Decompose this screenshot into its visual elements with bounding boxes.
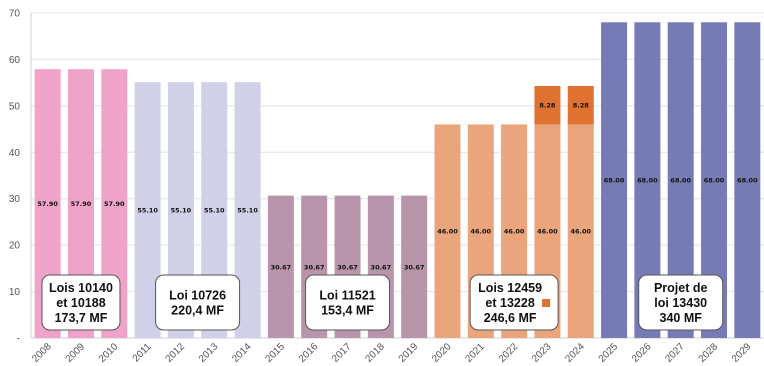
bar-value-label: 30.67 <box>337 263 358 271</box>
bar-value-label: 30.67 <box>371 263 392 271</box>
x-tick-label: 2017 <box>330 341 354 365</box>
y-tick-label: 50 <box>9 101 21 112</box>
y-tick-label: 20 <box>9 241 21 252</box>
annotation-line: 220,4 MF <box>171 304 224 318</box>
period-annotation-box <box>469 274 559 331</box>
period-annotation-box <box>41 274 121 331</box>
bar-top-2024 <box>567 85 594 125</box>
annotation-line: Loi 10726 <box>169 289 226 303</box>
y-tick-label: - <box>17 334 20 345</box>
bar-value-label: 68.00 <box>704 177 725 185</box>
bar-2025 <box>601 22 628 339</box>
x-tick-label: 2018 <box>363 341 387 365</box>
y-tick-label: 30 <box>9 194 21 205</box>
annotation-line: 173,7 MF <box>55 311 108 325</box>
bar-value-label: 46.00 <box>570 228 591 236</box>
bar-value-label: 68.00 <box>737 177 758 185</box>
x-tick-label: 2010 <box>97 341 121 365</box>
bar-2020 <box>434 124 461 338</box>
bar-value-label: 55.10 <box>137 207 158 215</box>
bar-2029 <box>734 22 761 339</box>
bar-value-label: 46.00 <box>537 228 558 236</box>
x-tick-label: 2009 <box>64 341 88 365</box>
x-tick-label: 2013 <box>197 341 221 365</box>
annotation-line: Projet de <box>654 281 708 295</box>
bar-value-label: 68.00 <box>637 177 658 185</box>
period-annotation-box <box>155 274 241 331</box>
x-tick-label: 2016 <box>297 341 321 365</box>
legend-marker <box>542 299 551 307</box>
y-tick-label: 60 <box>9 55 21 66</box>
x-tick-label: 2026 <box>630 341 654 365</box>
x-tick-label: 2025 <box>597 341 621 365</box>
x-tick-label: 2011 <box>131 341 154 364</box>
bar-value-label: 46.00 <box>471 228 492 236</box>
annotation-line: et 13228 <box>485 296 534 310</box>
x-tick-label: 2014 <box>230 341 254 365</box>
x-tick-label: 2008 <box>30 341 54 365</box>
bar-value-label: 68.00 <box>604 177 625 185</box>
period-annotation-box <box>305 274 391 331</box>
y-tick-label: 40 <box>9 148 21 159</box>
x-tick-label: 2015 <box>263 341 287 365</box>
x-tick-label: 2022 <box>497 341 521 365</box>
bar-top-value-label: 8.28 <box>539 102 556 110</box>
annotation-line: 246,6 MF <box>484 311 537 325</box>
bar-top-value-label: 8.28 <box>573 102 590 110</box>
bar-value-label: 30.67 <box>404 263 425 271</box>
x-tick-label: 2024 <box>563 341 587 365</box>
bar-value-label: 57.90 <box>104 200 125 208</box>
x-tick-label: 2012 <box>164 341 188 365</box>
x-tick-label: 2027 <box>663 341 687 365</box>
bar-value-label: 68.00 <box>670 177 691 185</box>
bar-value-label: 46.00 <box>437 228 458 236</box>
annotation-line: Loi 11521 <box>319 289 375 303</box>
bar-top-2023 <box>534 85 561 125</box>
bar-value-label: 55.10 <box>204 207 225 215</box>
bar-value-label: 46.00 <box>504 228 525 236</box>
x-tick-label: 2023 <box>530 341 554 365</box>
annotation-line: 153,4 MF <box>321 304 374 318</box>
bar-2015 <box>267 195 294 338</box>
annotation-line: Lois 12459 <box>478 281 542 295</box>
x-tick-label: 2021 <box>463 341 487 365</box>
annotation-line: loi 13430 <box>654 296 707 310</box>
bar-value-label: 55.10 <box>237 207 258 215</box>
bar-value-label: 55.10 <box>171 207 192 215</box>
bar-2019 <box>401 195 428 338</box>
x-tick-label: 2028 <box>697 341 721 365</box>
x-tick-label: 2019 <box>397 341 421 365</box>
annotation-line: 340 MF <box>660 311 703 325</box>
y-tick-label: 70 <box>9 9 21 20</box>
bar-value-label: 57.90 <box>37 200 58 208</box>
bar-value-label: 30.67 <box>304 263 325 271</box>
period-annotation-box <box>638 274 724 331</box>
bar-value-label: 30.67 <box>271 263 292 271</box>
annotation-line: et 10188 <box>56 296 105 310</box>
y-tick-label: 10 <box>9 287 21 298</box>
annotation-line: Lois 10140 <box>49 281 113 295</box>
bar-2024 <box>567 124 594 338</box>
x-tick-label: 2029 <box>730 341 754 365</box>
x-tick-label: 2020 <box>430 341 454 365</box>
bar-value-label: 57.90 <box>71 200 92 208</box>
